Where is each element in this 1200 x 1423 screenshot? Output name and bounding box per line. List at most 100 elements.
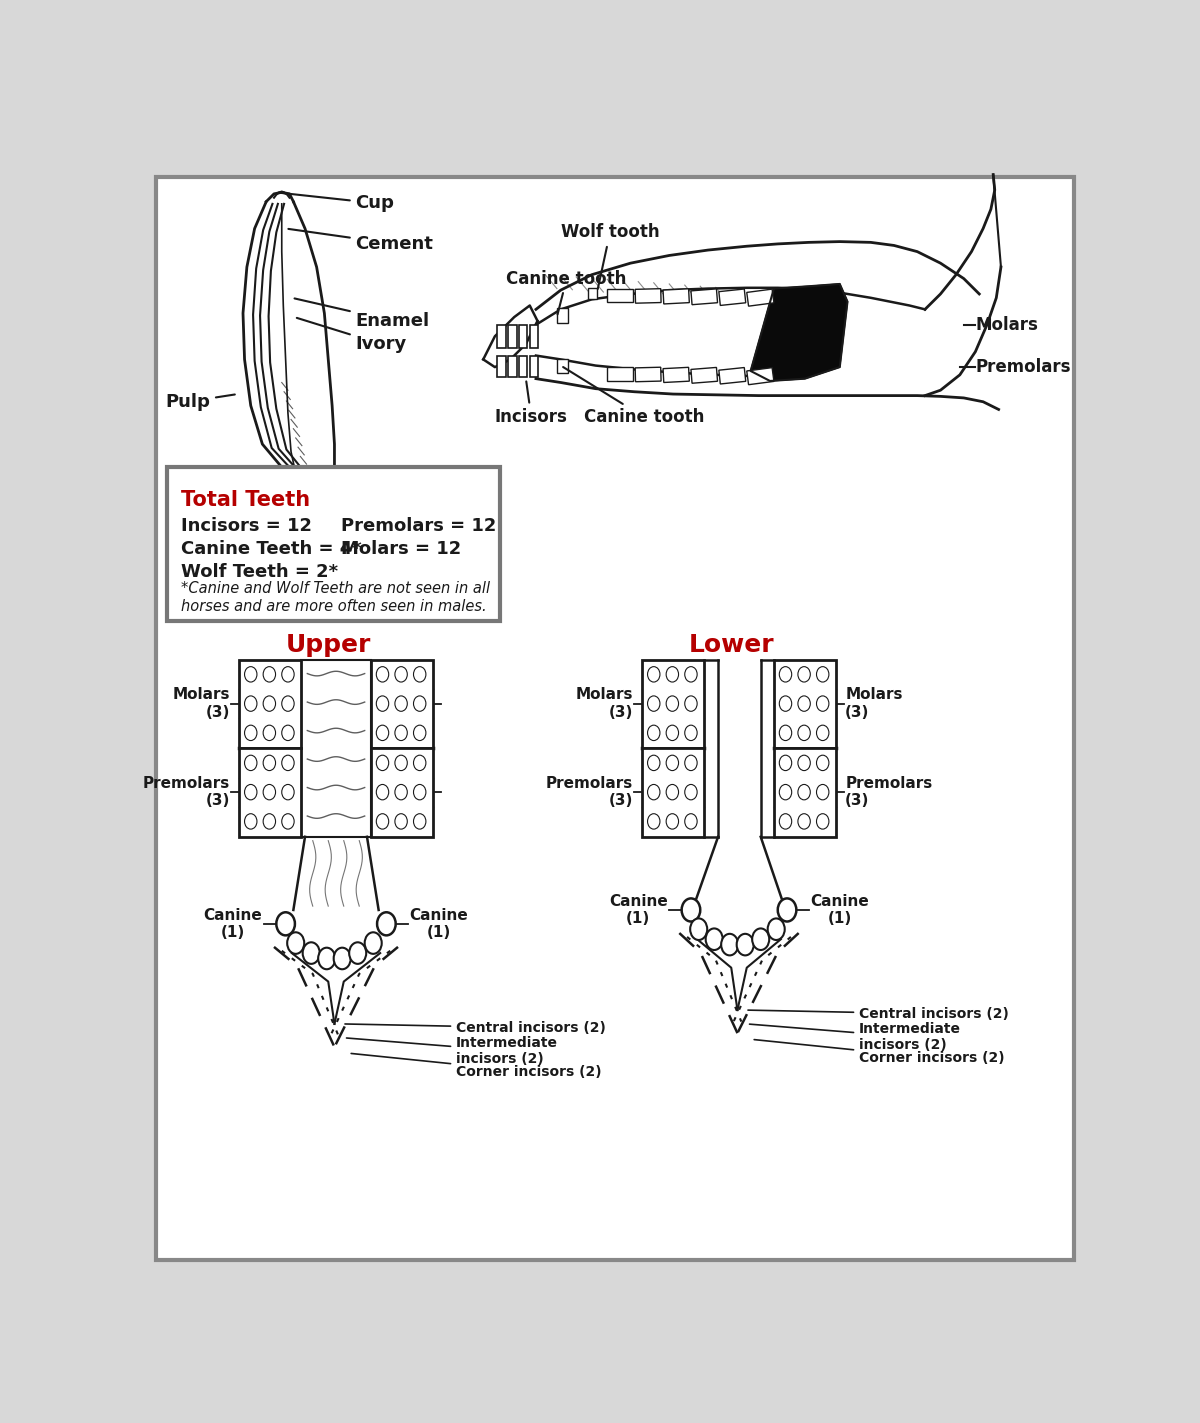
Ellipse shape [648, 784, 660, 800]
Bar [518, 356, 528, 377]
Text: Central incisors (2): Central incisors (2) [748, 1007, 1009, 1020]
Ellipse shape [263, 666, 276, 682]
Bar [529, 324, 539, 347]
Bar [774, 660, 836, 748]
Ellipse shape [318, 948, 335, 969]
Ellipse shape [414, 666, 426, 682]
Text: Canine Teeth = 4*: Canine Teeth = 4* [181, 541, 361, 558]
Text: Canine tooth: Canine tooth [563, 367, 704, 425]
Bar [691, 367, 718, 383]
Text: Premolars
(3): Premolars (3) [143, 776, 230, 808]
Ellipse shape [414, 814, 426, 830]
Bar [497, 356, 505, 377]
Ellipse shape [276, 912, 295, 935]
Text: Incisors = 12: Incisors = 12 [181, 517, 312, 535]
Text: Upper: Upper [286, 633, 371, 657]
Text: Cement: Cement [288, 229, 433, 253]
Ellipse shape [377, 756, 389, 771]
Ellipse shape [779, 784, 792, 800]
Bar [635, 367, 661, 381]
Text: Wolf Teeth = 2*: Wolf Teeth = 2* [181, 564, 338, 582]
Ellipse shape [395, 814, 407, 830]
Bar [664, 367, 689, 383]
Ellipse shape [816, 726, 829, 740]
Bar [529, 356, 539, 377]
Text: Intermediate
incisors (2): Intermediate incisors (2) [347, 1036, 558, 1066]
Bar [239, 748, 301, 837]
Ellipse shape [282, 814, 294, 830]
Bar [588, 287, 598, 299]
Ellipse shape [263, 814, 276, 830]
Text: Pulp: Pulp [166, 393, 235, 411]
Ellipse shape [666, 696, 678, 712]
Ellipse shape [245, 696, 257, 712]
Ellipse shape [648, 666, 660, 682]
Ellipse shape [798, 726, 810, 740]
Ellipse shape [666, 756, 678, 771]
Polygon shape [751, 285, 847, 381]
Text: Central incisors (2): Central incisors (2) [344, 1020, 606, 1035]
Text: Enamel: Enamel [294, 299, 430, 330]
Ellipse shape [816, 784, 829, 800]
Ellipse shape [245, 756, 257, 771]
Text: Canine
(1): Canine (1) [409, 908, 468, 941]
Bar [301, 660, 371, 837]
Bar [746, 289, 774, 306]
Ellipse shape [414, 696, 426, 712]
Bar [497, 324, 505, 347]
Ellipse shape [648, 814, 660, 830]
Bar [607, 367, 632, 381]
Bar [508, 324, 516, 347]
Ellipse shape [282, 726, 294, 740]
Ellipse shape [263, 756, 276, 771]
Bar [642, 660, 704, 748]
Text: Corner incisors (2): Corner incisors (2) [754, 1040, 1004, 1064]
Bar [557, 360, 568, 373]
Text: Canine tooth: Canine tooth [506, 269, 626, 314]
Ellipse shape [263, 696, 276, 712]
Ellipse shape [685, 726, 697, 740]
FancyBboxPatch shape [156, 176, 1074, 1261]
Ellipse shape [245, 784, 257, 800]
Bar [746, 367, 774, 384]
Ellipse shape [282, 696, 294, 712]
Ellipse shape [395, 756, 407, 771]
Ellipse shape [798, 666, 810, 682]
Ellipse shape [779, 696, 792, 712]
FancyBboxPatch shape [167, 467, 500, 622]
Bar [557, 307, 568, 323]
Bar [719, 367, 745, 384]
Ellipse shape [365, 932, 382, 953]
Ellipse shape [282, 666, 294, 682]
Ellipse shape [377, 696, 389, 712]
Text: Canine
(1): Canine (1) [608, 894, 667, 926]
Ellipse shape [798, 696, 810, 712]
Ellipse shape [737, 933, 754, 955]
Ellipse shape [666, 726, 678, 740]
Ellipse shape [395, 726, 407, 740]
Ellipse shape [798, 814, 810, 830]
Bar [642, 748, 704, 837]
Ellipse shape [798, 784, 810, 800]
Ellipse shape [648, 726, 660, 740]
Bar [635, 289, 661, 303]
Ellipse shape [648, 696, 660, 712]
Bar [371, 660, 433, 748]
Ellipse shape [768, 918, 785, 941]
Bar [774, 748, 836, 837]
Text: Wolf tooth: Wolf tooth [560, 223, 659, 289]
Text: Ivory: Ivory [296, 317, 407, 353]
Ellipse shape [648, 756, 660, 771]
Ellipse shape [816, 666, 829, 682]
Ellipse shape [685, 756, 697, 771]
Text: Canine
(1): Canine (1) [810, 894, 869, 926]
Ellipse shape [690, 918, 707, 941]
Ellipse shape [816, 814, 829, 830]
Text: Corner incisors (2): Corner incisors (2) [352, 1053, 601, 1079]
Ellipse shape [334, 948, 350, 969]
Ellipse shape [302, 942, 319, 963]
Ellipse shape [706, 928, 722, 951]
Text: Lower: Lower [689, 633, 774, 657]
Ellipse shape [685, 666, 697, 682]
Bar [239, 660, 301, 748]
